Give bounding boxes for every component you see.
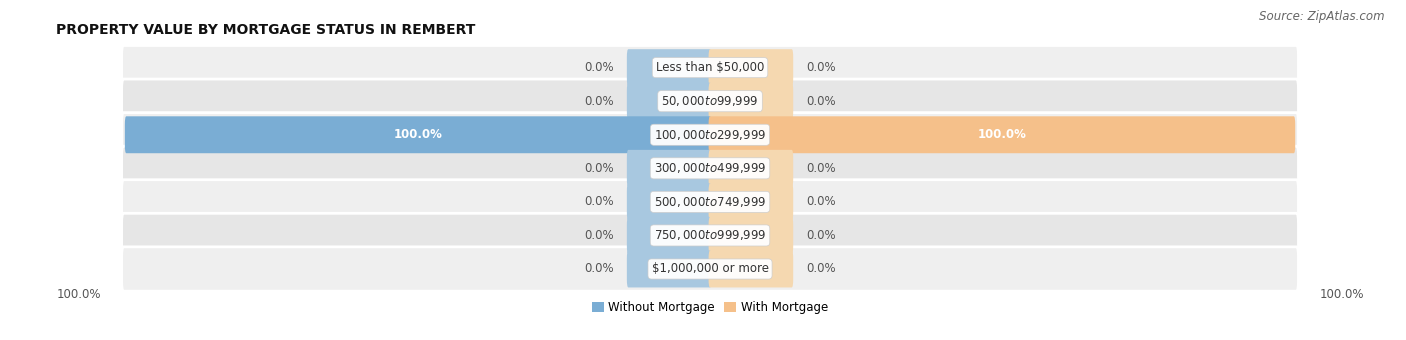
FancyBboxPatch shape — [709, 49, 793, 86]
Text: PROPERTY VALUE BY MORTGAGE STATUS IN REMBERT: PROPERTY VALUE BY MORTGAGE STATUS IN REM… — [56, 23, 475, 37]
Text: $100,000 to $299,999: $100,000 to $299,999 — [654, 128, 766, 142]
Text: 0.0%: 0.0% — [583, 262, 613, 275]
Text: 100.0%: 100.0% — [977, 128, 1026, 141]
Text: 0.0%: 0.0% — [807, 162, 837, 175]
FancyBboxPatch shape — [709, 183, 793, 220]
FancyBboxPatch shape — [627, 217, 711, 254]
FancyBboxPatch shape — [122, 213, 1298, 258]
FancyBboxPatch shape — [627, 49, 711, 86]
FancyBboxPatch shape — [709, 251, 793, 287]
FancyBboxPatch shape — [122, 146, 1298, 190]
Text: Less than $50,000: Less than $50,000 — [655, 61, 765, 74]
Text: $1,000,000 or more: $1,000,000 or more — [651, 262, 769, 275]
FancyBboxPatch shape — [122, 79, 1298, 123]
Text: $500,000 to $749,999: $500,000 to $749,999 — [654, 195, 766, 209]
FancyBboxPatch shape — [709, 116, 1295, 153]
FancyBboxPatch shape — [627, 83, 711, 120]
FancyBboxPatch shape — [627, 183, 711, 220]
Text: 100.0%: 100.0% — [56, 288, 101, 301]
FancyBboxPatch shape — [709, 217, 793, 254]
Text: 0.0%: 0.0% — [807, 262, 837, 275]
FancyBboxPatch shape — [122, 113, 1298, 157]
Text: Source: ZipAtlas.com: Source: ZipAtlas.com — [1260, 10, 1385, 23]
Text: 0.0%: 0.0% — [807, 61, 837, 74]
Text: 0.0%: 0.0% — [807, 95, 837, 108]
Text: $300,000 to $499,999: $300,000 to $499,999 — [654, 161, 766, 175]
FancyBboxPatch shape — [709, 150, 793, 187]
FancyBboxPatch shape — [709, 83, 793, 120]
Text: $50,000 to $99,999: $50,000 to $99,999 — [661, 94, 759, 108]
Text: 0.0%: 0.0% — [583, 229, 613, 242]
FancyBboxPatch shape — [122, 247, 1298, 291]
FancyBboxPatch shape — [122, 180, 1298, 224]
FancyBboxPatch shape — [122, 46, 1298, 90]
FancyBboxPatch shape — [627, 150, 711, 187]
Text: $750,000 to $999,999: $750,000 to $999,999 — [654, 228, 766, 242]
Text: 0.0%: 0.0% — [807, 229, 837, 242]
Text: 0.0%: 0.0% — [807, 195, 837, 208]
Text: 100.0%: 100.0% — [394, 128, 443, 141]
Legend: Without Mortgage, With Mortgage: Without Mortgage, With Mortgage — [592, 301, 828, 314]
Text: 0.0%: 0.0% — [583, 61, 613, 74]
Text: 0.0%: 0.0% — [583, 195, 613, 208]
Text: 0.0%: 0.0% — [583, 95, 613, 108]
Text: 0.0%: 0.0% — [583, 162, 613, 175]
FancyBboxPatch shape — [627, 251, 711, 287]
FancyBboxPatch shape — [125, 116, 711, 153]
Text: 100.0%: 100.0% — [1319, 288, 1364, 301]
